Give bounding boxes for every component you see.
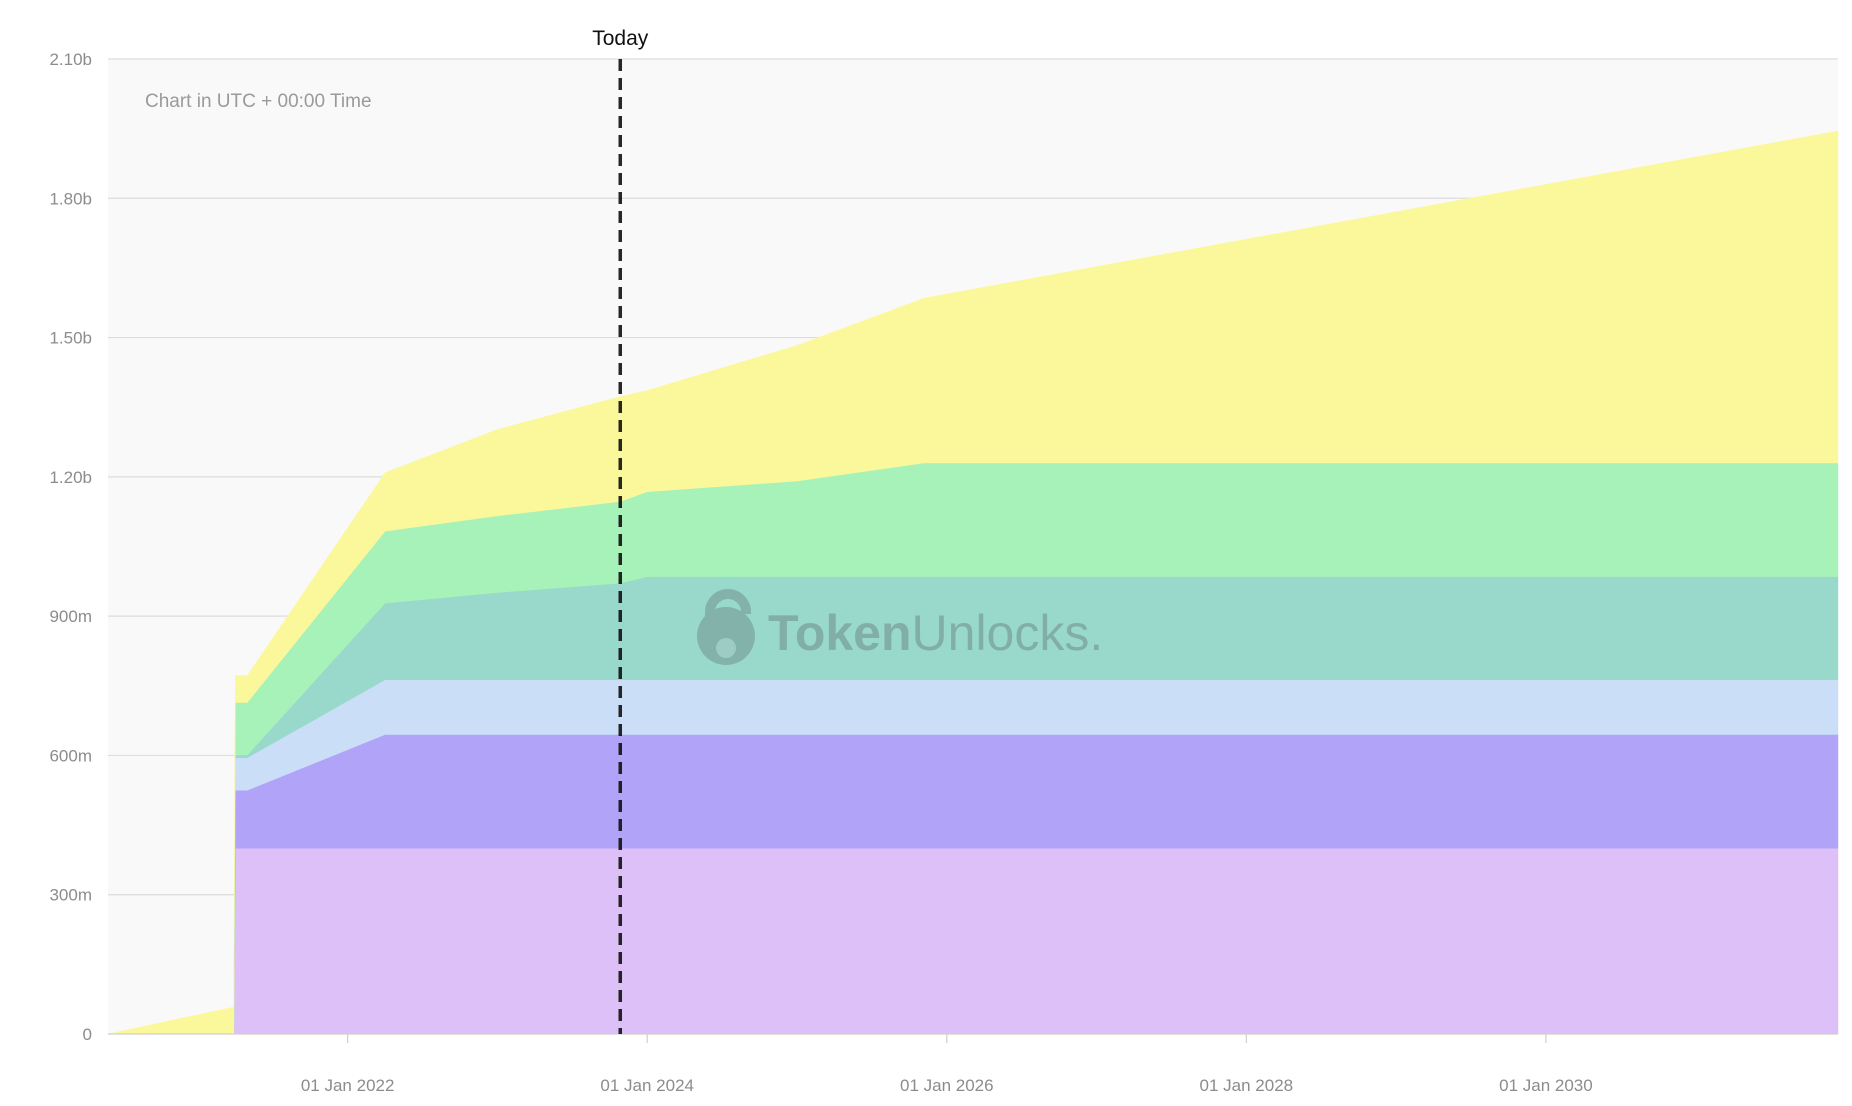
stacked-areas — [107, 130, 1839, 1035]
tokenunlocks-watermark: TokenUnlocks. — [697, 589, 1103, 665]
today-marker: Today — [592, 27, 649, 1034]
x-tick-label-1: 01 Jan 2024 — [600, 1076, 694, 1095]
watermark-unlocks: Unlocks. — [912, 605, 1104, 661]
svg-text:TokenUnlocks.: TokenUnlocks. — [768, 605, 1103, 661]
axes: 0 300m 600m 900m 1.20b 1.50b 1.80b 2.10b 01 Jan … — [49, 50, 1838, 1095]
today-label: Today — [592, 27, 649, 50]
y-tick-label-0: 0 — [83, 1025, 92, 1044]
x-tick-label-0: 01 Jan 2022 — [301, 1076, 395, 1095]
x-tick-label-3: 01 Jan 2028 — [1200, 1076, 1294, 1095]
chart-timezone-note: Chart in UTC + 00:00 Time — [145, 91, 372, 112]
x-tick-label-2: 01 Jan 2026 — [900, 1076, 994, 1095]
y-tick-label-3: 900m — [49, 607, 92, 626]
y-tick-label-2: 600m — [49, 746, 92, 765]
watermark-token: Token — [768, 605, 912, 661]
y-tick-label-6: 1.80b — [49, 189, 92, 208]
lock-icon — [697, 589, 755, 665]
y-tick-label-5: 1.50b — [49, 329, 92, 348]
y-tick-label-1: 300m — [49, 886, 92, 905]
area-series-6 — [107, 130, 1839, 1035]
area-series-1 — [108, 848, 1839, 1035]
x-tick-label-4: 01 Jan 2030 — [1499, 1076, 1593, 1095]
y-tick-label-7: 2.10b — [49, 50, 92, 69]
y-tick-label-4: 1.20b — [49, 468, 92, 487]
